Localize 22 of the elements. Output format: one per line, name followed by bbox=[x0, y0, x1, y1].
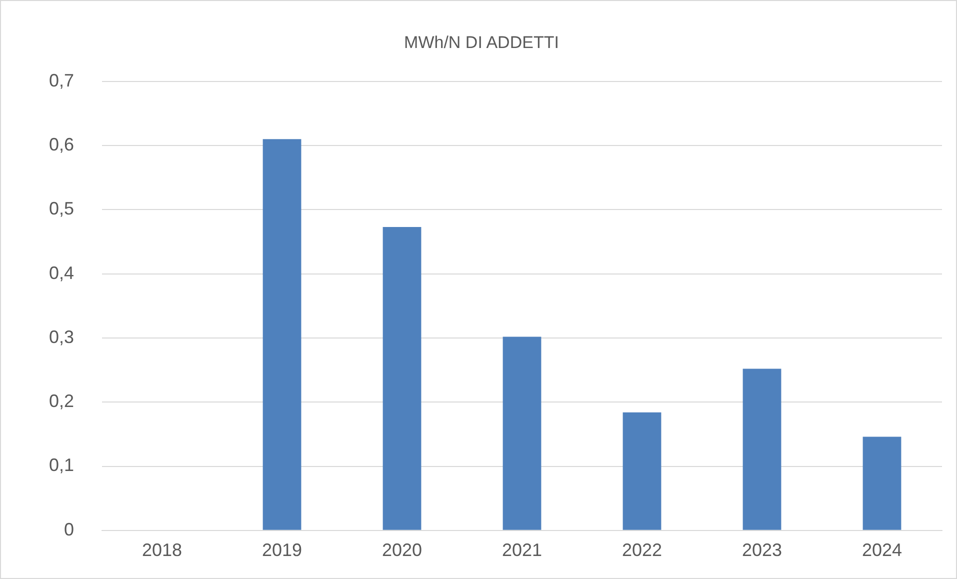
y-tick-label: 0,1 bbox=[48, 455, 74, 476]
bar bbox=[262, 139, 302, 530]
x-tick-label: 2018 bbox=[142, 540, 182, 560]
y-tick-label: 0,2 bbox=[48, 391, 74, 412]
y-tick-label: 0 bbox=[64, 519, 74, 540]
y-tick-label: 0,5 bbox=[48, 198, 74, 219]
x-tick-label: 2021 bbox=[502, 540, 542, 560]
bar bbox=[502, 336, 542, 530]
x-tick-label: 2023 bbox=[742, 540, 782, 560]
y-tick-label: 0,6 bbox=[48, 134, 74, 155]
y-tick-label: 0,4 bbox=[48, 262, 74, 283]
x-tick-label: 2022 bbox=[622, 540, 662, 560]
x-tick-label: 2020 bbox=[382, 540, 422, 560]
y-tick-label: 0,7 bbox=[48, 70, 74, 90]
x-tick-label: 2019 bbox=[262, 540, 302, 560]
bar bbox=[862, 436, 902, 530]
bar bbox=[742, 368, 782, 530]
y-tick-label: 0,3 bbox=[48, 326, 74, 347]
chart-title: MWh/N DI ADDETTI bbox=[404, 32, 559, 52]
bar bbox=[382, 227, 422, 530]
bar bbox=[622, 412, 662, 530]
x-tick-label: 2024 bbox=[862, 540, 902, 560]
